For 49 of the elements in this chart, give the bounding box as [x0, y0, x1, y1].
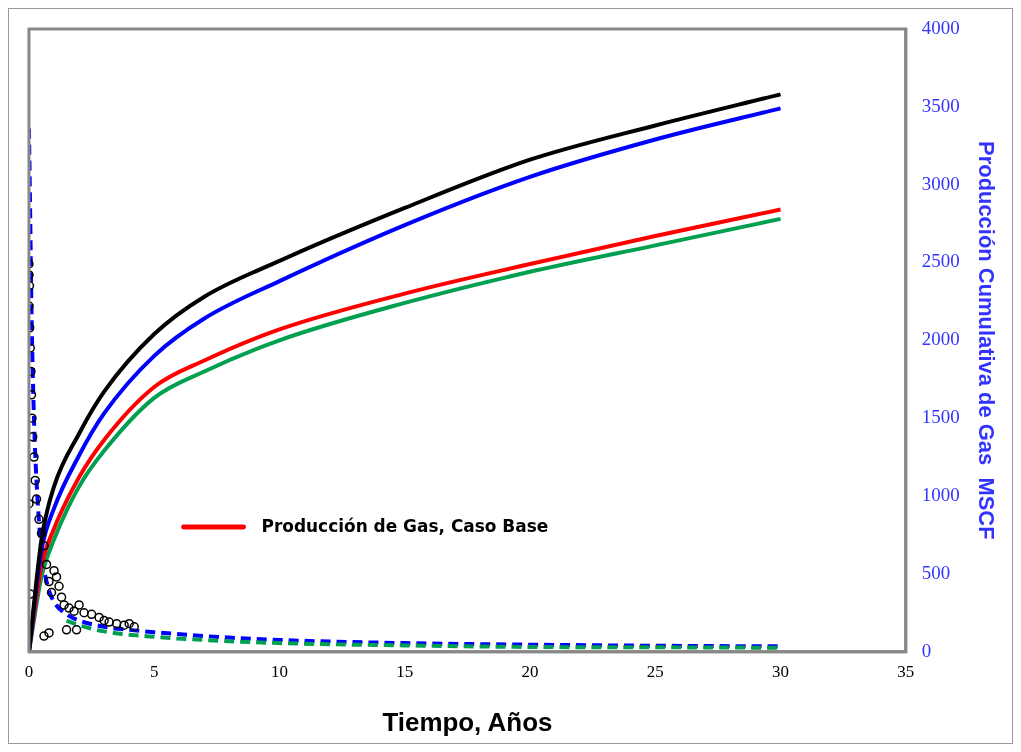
y2-axis-title: Producción Cumulativa de Gas MSCF: [973, 141, 999, 540]
point: [119, 620, 129, 630]
point: [61, 625, 72, 635]
point: [64, 603, 74, 613]
point: [30, 475, 40, 486]
point: [54, 581, 64, 591]
point: [34, 514, 44, 525]
x-tick-label: 30: [772, 662, 790, 682]
point: [111, 618, 122, 629]
y2-tick-label: 500: [921, 561, 951, 583]
x-tick-label: 15: [396, 662, 414, 682]
y2-tick-label: 1000: [921, 483, 960, 505]
x-tick-label: 10: [271, 662, 288, 682]
point: [56, 592, 67, 602]
point: [36, 528, 47, 539]
y2-tick-label: 3000: [921, 172, 960, 194]
point: [51, 572, 62, 582]
x-tick-label: 5: [149, 662, 159, 682]
point: [124, 618, 134, 629]
point: [49, 565, 59, 576]
y2-tick-label: 2500: [921, 250, 960, 272]
point: [46, 587, 57, 598]
y2-tick-label: 1500: [921, 406, 960, 428]
point: [59, 600, 69, 610]
point: [99, 615, 109, 626]
x-tick-label: 35: [897, 662, 915, 682]
point: [71, 625, 82, 635]
point: [39, 631, 49, 641]
point: [79, 607, 89, 618]
point: [31, 494, 42, 504]
legend-label: Producción de Gas, Caso Base: [261, 515, 549, 536]
y2-tick-label: 4000: [921, 16, 960, 38]
x-tick-label: 0: [24, 662, 34, 682]
point: [74, 600, 84, 610]
point: [29, 452, 39, 462]
point: [44, 576, 54, 587]
point: [69, 606, 79, 616]
point: [86, 609, 97, 620]
point: [41, 559, 52, 570]
y2-tick-label: 0: [921, 639, 932, 661]
point: [44, 628, 54, 638]
point: [129, 622, 139, 632]
y2-tick-label: 3500: [921, 94, 960, 116]
y2-tick-label: 2000: [921, 328, 960, 350]
point: [104, 617, 114, 627]
x-axis-title: Tiempo, Años: [382, 707, 553, 736]
x-tick-label: 25: [646, 662, 664, 682]
x-tick-label: 20: [521, 662, 539, 682]
point: [94, 612, 104, 623]
